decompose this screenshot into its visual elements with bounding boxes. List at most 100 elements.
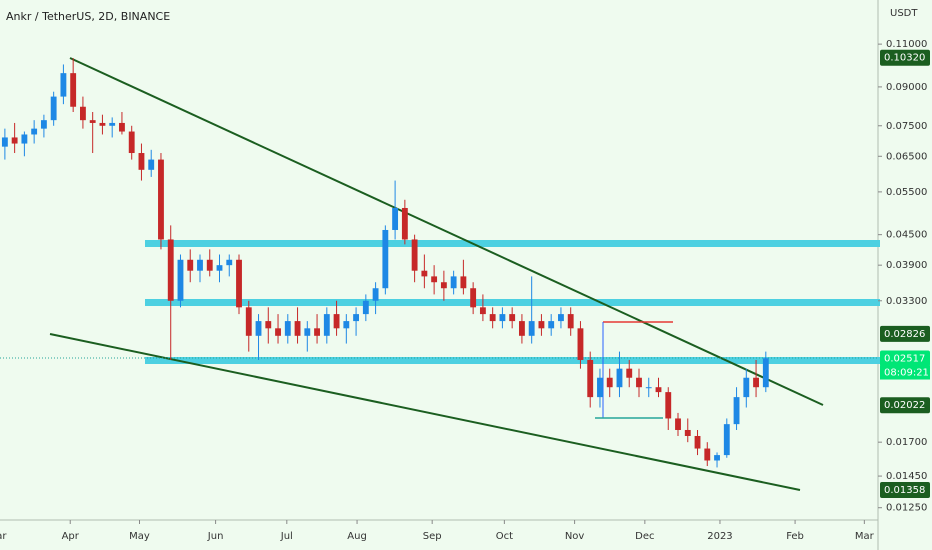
candle-body (431, 276, 438, 283)
y-tick-label: 0.04500 (886, 230, 927, 241)
candle-body (694, 435, 701, 449)
candle-body (684, 429, 691, 436)
candle-body (675, 418, 681, 430)
candle-body (236, 259, 242, 308)
x-tick-label: Aug (347, 531, 367, 542)
chart-title: Ankr / TetherUS, 2D, BINANCE (6, 10, 170, 23)
y-tick-label: 0.05500 (886, 187, 927, 198)
price-label: 0.02517 (884, 354, 925, 365)
y-tick-label: 0.01450 (886, 471, 927, 482)
candle-body (470, 288, 477, 308)
candle-body (304, 328, 311, 336)
currency: USDT (890, 8, 918, 19)
candle-body (265, 321, 272, 329)
candle-body (538, 321, 545, 329)
price-label-box (880, 397, 930, 414)
trendline (49, 333, 801, 491)
candle-body (31, 128, 38, 135)
price-label-box (880, 49, 930, 66)
candle-body (21, 134, 28, 144)
price-label-box (880, 482, 930, 499)
candle-body (314, 328, 320, 336)
candle-body (655, 387, 662, 393)
x-tick-label: May (129, 531, 150, 542)
candle-body (723, 424, 730, 456)
candle-body (323, 314, 330, 336)
candle-body (206, 259, 213, 271)
candle-body (558, 314, 564, 322)
candle-body (762, 358, 769, 388)
candle-body (40, 120, 47, 129)
candle-body (60, 73, 67, 97)
candle-body (499, 314, 506, 322)
candle-body (450, 276, 457, 289)
x-tick-label: 2023 (707, 531, 732, 542)
candle-body (733, 397, 740, 425)
candle-body (70, 73, 77, 107)
candle-body (128, 131, 135, 154)
zone (145, 357, 880, 364)
trendline (69, 57, 824, 406)
candle-body (245, 307, 252, 336)
x-tick-label: Apr (62, 531, 80, 542)
x-tick-label: Feb (786, 531, 804, 542)
candle-body (616, 368, 623, 388)
candle-body (167, 239, 174, 301)
candle-body (587, 359, 594, 398)
candle-body (333, 314, 340, 329)
zone (145, 240, 880, 247)
candle-body (714, 455, 720, 461)
candle-body (421, 270, 428, 277)
candle-body (567, 314, 574, 329)
candle-body (489, 314, 496, 322)
x-tick-label: Jul (280, 531, 293, 542)
candle-body (382, 229, 389, 289)
y-tick-label: 0.06500 (886, 151, 927, 162)
candle-body (99, 122, 106, 126)
y-tick-label: 0.11000 (886, 39, 927, 50)
candle-body (138, 153, 145, 170)
candle-body (509, 314, 516, 322)
price-label: 0.10320 (884, 53, 925, 64)
candle-body (177, 259, 184, 301)
candle-body (158, 159, 164, 240)
candle-body (548, 321, 555, 329)
candle-body (362, 300, 369, 315)
candle-body (392, 207, 399, 230)
y-tick-label: 0.01700 (886, 437, 927, 448)
candle-body (1, 137, 8, 147)
y-tick-label: 0.03900 (886, 260, 927, 271)
candle-body (255, 321, 262, 336)
y-tick-label: 0.07500 (886, 121, 927, 132)
y-tick-label: 0.01250 (886, 503, 927, 514)
candle-body (597, 377, 603, 398)
candle-body (606, 377, 613, 388)
candle-body (50, 96, 57, 121)
countdown-box (880, 365, 930, 380)
candle-body (226, 259, 233, 266)
candle-body (284, 321, 291, 336)
price-label-box (880, 325, 930, 342)
candle-body (216, 265, 223, 271)
candle-body (626, 368, 633, 378)
candle-body (704, 448, 711, 461)
candle-body (11, 137, 18, 144)
candle-body (665, 392, 672, 419)
candle-body (636, 377, 642, 388)
candle-body (294, 321, 301, 336)
candle-body (197, 259, 203, 271)
candle-body (528, 321, 535, 336)
x-tick-label: Jun (207, 531, 224, 542)
candle-body (401, 207, 408, 240)
candle-body (645, 387, 652, 389)
y-tick-label: 0.03300 (886, 296, 927, 307)
x-tick-label: Dec (635, 531, 654, 542)
candle-body (411, 239, 418, 271)
zone (145, 299, 880, 306)
candle-body (743, 377, 750, 398)
candle-body (518, 321, 525, 336)
candle-body (79, 106, 86, 121)
x-tick-label: Mar (0, 531, 7, 542)
